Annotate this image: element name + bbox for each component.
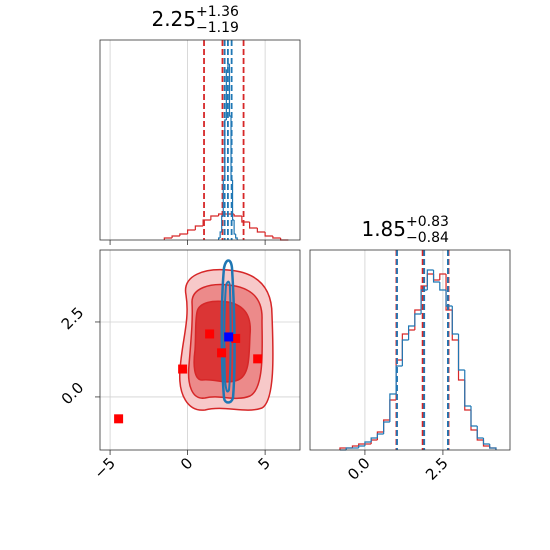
title-sup: +1.36 (196, 4, 239, 20)
histogram-step (407, 329, 415, 334)
histogram-step (445, 290, 453, 307)
histogram-step (451, 310, 459, 341)
histogram-step (470, 410, 478, 431)
axes-frame (309, 249, 511, 451)
x-tick-label: 0.0 (344, 454, 374, 484)
histogram-step (376, 431, 384, 440)
histogram-step (233, 214, 242, 217)
histogram-step (476, 426, 484, 439)
histogram-step (202, 219, 211, 226)
histogram-step (351, 445, 359, 448)
histogram-step (426, 273, 434, 286)
contour-blue-inner (223, 280, 232, 393)
x-tick-label: 5 (254, 454, 273, 473)
histogram-step (171, 235, 180, 238)
histogram-step (186, 229, 196, 234)
histogram-step (464, 370, 471, 407)
histogram-step (235, 234, 238, 240)
scatter-point (178, 364, 188, 374)
histogram-step (451, 306, 459, 335)
axes-frame (99, 39, 301, 241)
histogram-step (470, 406, 478, 427)
histogram-step (401, 333, 409, 360)
scatter-point (205, 329, 215, 339)
histogram-step (457, 340, 465, 381)
contour-blue (220, 259, 236, 404)
histogram-step (426, 269, 434, 290)
scatter-point (217, 348, 227, 358)
histogram-step (401, 339, 409, 366)
histogram-step (439, 273, 447, 280)
histogram-step (376, 433, 384, 438)
histogram-step (179, 233, 188, 236)
histogram-step (210, 215, 219, 220)
histogram-step (489, 444, 497, 450)
histogram-step (432, 270, 440, 283)
y-tick-label: 2.5 (58, 304, 88, 334)
histogram-step (370, 439, 378, 444)
histogram-step (407, 325, 415, 340)
scatter-point (253, 354, 263, 364)
histogram-step (370, 437, 378, 442)
histogram-step (389, 399, 397, 420)
title-sub: −1.19 (196, 20, 239, 36)
histogram-step (264, 232, 273, 237)
title-value: 2.25 (151, 7, 196, 31)
histogram-step (395, 365, 403, 394)
histogram-step (249, 222, 258, 229)
title-sup: +0.83 (406, 214, 449, 230)
panel-title: 2.25 +1.36−1.19 (151, 4, 239, 36)
panel-title: 1.85 +0.83−0.84 (361, 214, 449, 246)
scatter-point (224, 332, 234, 342)
x-tick-label: 0 (177, 454, 196, 473)
histogram-step (339, 447, 347, 450)
axes-frame (99, 249, 301, 451)
histogram-step (420, 289, 428, 314)
title-value: 1.85 (361, 217, 406, 241)
histogram-step (383, 421, 390, 434)
histogram-step (358, 443, 365, 446)
histogram-step (445, 274, 453, 311)
histogram-step (219, 231, 222, 238)
histogram-step (457, 334, 465, 371)
x-tick-label: −5 (91, 454, 119, 482)
scatter-point (231, 333, 241, 343)
histogram-step (233, 220, 236, 235)
histogram-step (163, 237, 173, 240)
histogram-step (272, 236, 281, 239)
histogram-step (432, 274, 440, 281)
histogram-step (345, 447, 353, 450)
histogram-step (439, 282, 447, 291)
title-sub: −0.84 (406, 230, 449, 246)
histogram-step (414, 313, 422, 326)
histogram-step (256, 228, 266, 233)
x-tick-label: 2.5 (422, 454, 452, 484)
y-tick-label: 0.0 (58, 379, 88, 409)
histogram-step (358, 445, 365, 448)
histogram-step (389, 393, 397, 422)
histogram-step (482, 440, 490, 447)
scatter-point (114, 414, 124, 424)
histogram-step (241, 216, 250, 223)
histogram-step (194, 225, 204, 230)
histogram-step (414, 309, 422, 330)
histogram-step (364, 441, 372, 446)
histogram-step (482, 438, 490, 445)
